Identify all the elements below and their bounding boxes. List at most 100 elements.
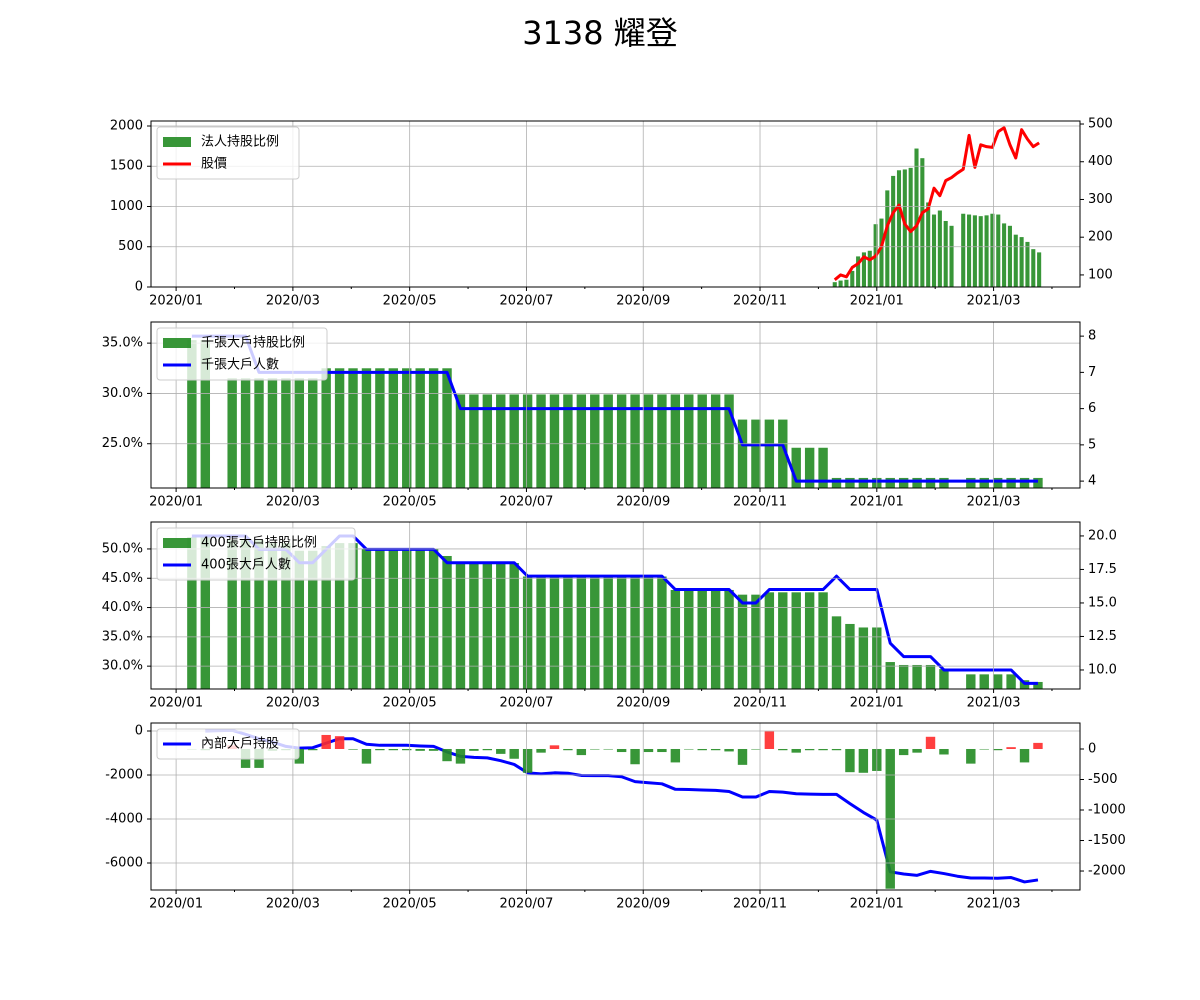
x-tick-label: 2020/05: [383, 294, 437, 309]
bar: [590, 748, 600, 750]
x-tick-label: 2020/05: [383, 897, 437, 912]
x-tick-label: 2020/11: [733, 696, 787, 711]
bar: [482, 748, 493, 751]
bar: [925, 664, 936, 689]
x-tick-label: 2020/11: [733, 294, 787, 309]
bar: [281, 543, 291, 689]
bar: [603, 394, 613, 488]
bar: [388, 368, 399, 488]
bar: [939, 748, 949, 755]
bar: [908, 167, 913, 287]
bar: [926, 202, 931, 287]
x-tick-label: 2020/09: [616, 897, 670, 912]
y-tick-label: 1000: [110, 199, 143, 214]
bar: [482, 563, 493, 689]
bar: [361, 368, 372, 488]
bar: [791, 592, 801, 689]
bar: [469, 563, 479, 689]
bar: [1013, 234, 1018, 287]
legend-box: [156, 327, 328, 381]
bar: [966, 674, 976, 689]
bar: [979, 674, 989, 689]
y-tick-label: 30.0%: [102, 659, 143, 674]
y2-tick-label: -1000: [1088, 803, 1126, 818]
bar: [939, 477, 949, 488]
bar: [996, 214, 1001, 287]
bar: [684, 748, 694, 750]
legend-label: 400張大戶持股比例: [201, 536, 317, 551]
bar: [992, 748, 1003, 751]
bar: [684, 589, 694, 689]
y2-tick-label: 0: [1088, 741, 1096, 756]
line: [205, 728, 1039, 884]
bar: [684, 394, 694, 488]
bar: [509, 394, 519, 488]
legend-swatch: [163, 338, 191, 348]
bar: [912, 664, 922, 689]
y2-tick-label: 17.5: [1088, 562, 1117, 577]
bar: [670, 394, 681, 488]
bar: [818, 748, 828, 751]
bar: [442, 368, 452, 488]
axes-frame: [150, 521, 1081, 690]
y-tick-label: -4000: [105, 812, 143, 827]
bar: [415, 748, 425, 751]
bar: [778, 748, 788, 751]
y-tick-label: 0: [135, 280, 143, 295]
bar: [992, 674, 1003, 689]
bar: [227, 378, 237, 488]
bar: [751, 594, 761, 689]
bar: [1031, 249, 1036, 287]
bar: [949, 225, 954, 287]
x-tick-label: 2020/01: [149, 696, 203, 711]
bar: [1019, 748, 1030, 763]
plot-area: [187, 534, 1043, 689]
line: [833, 126, 1040, 281]
plot-area: [187, 728, 1043, 889]
legend-label: 內部大戶持股: [201, 737, 279, 752]
bar: [321, 734, 331, 749]
y-tick-label: 0: [135, 724, 143, 739]
x-tick-label: 2021/01: [850, 294, 904, 309]
bar: [643, 748, 654, 753]
bar: [375, 748, 385, 751]
y-tick-label: 25.0%: [102, 436, 143, 451]
bar: [1019, 477, 1030, 488]
x-tick-label: 2020/11: [733, 897, 787, 912]
legend-box: [156, 126, 300, 180]
bar: [415, 548, 425, 689]
bar: [348, 543, 358, 689]
bar: [984, 215, 989, 287]
bar: [937, 210, 942, 287]
bar: [590, 576, 600, 689]
bar: [321, 368, 331, 488]
legend-label: 股價: [201, 157, 227, 172]
y2-tick-label: 6: [1088, 401, 1096, 416]
bar: [943, 220, 948, 287]
bar: [402, 748, 412, 751]
bar: [737, 419, 748, 488]
x-tick-label: 2020/01: [149, 294, 203, 309]
bar: [402, 548, 412, 689]
bar: [861, 252, 866, 287]
bar: [724, 748, 734, 752]
bar: [898, 664, 909, 689]
bar: [308, 378, 318, 488]
bar: [616, 576, 627, 689]
bar: [603, 576, 613, 689]
bar: [254, 378, 264, 488]
bar: [496, 748, 506, 754]
bar: [737, 594, 748, 689]
y-tick-label: 2000: [110, 118, 143, 133]
bar: [469, 394, 479, 488]
bar: [522, 576, 533, 689]
y2-tick-label: 100: [1088, 267, 1113, 282]
bar: [1006, 674, 1016, 689]
chart-title: 3138 耀登: [522, 14, 678, 52]
bar: [482, 394, 493, 488]
bar: [200, 537, 211, 689]
bar: [643, 394, 654, 488]
bar: [972, 215, 977, 287]
bar: [334, 736, 345, 749]
